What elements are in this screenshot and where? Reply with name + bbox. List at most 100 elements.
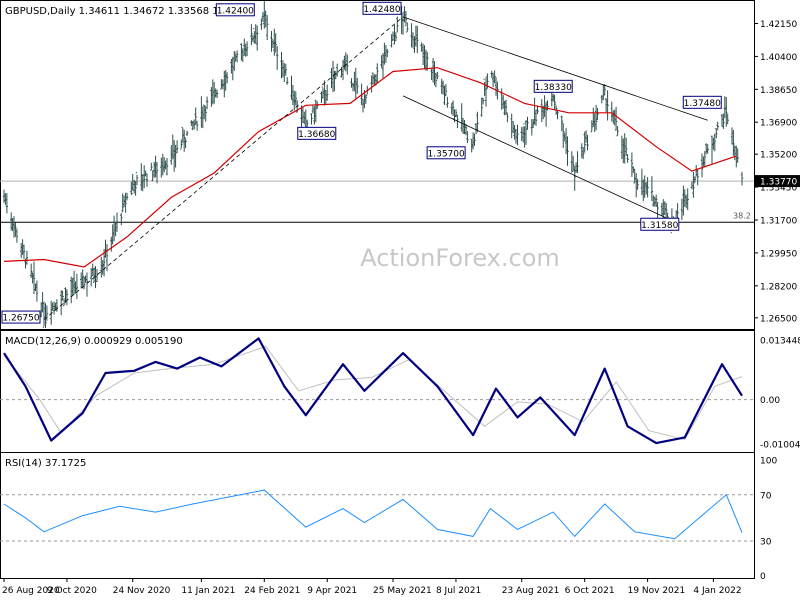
price-bar bbox=[532, 119, 535, 128]
price-tick-label: 1.28200 bbox=[760, 282, 797, 292]
price-bar bbox=[426, 51, 429, 71]
price-bar bbox=[622, 138, 625, 164]
price-bar bbox=[190, 120, 193, 126]
price-chart-title: GBPUSD,Daily 1.34611 1.34672 1.33568 1.3… bbox=[5, 6, 254, 17]
price-bar bbox=[434, 72, 438, 88]
price-bar bbox=[72, 270, 76, 295]
price-bar bbox=[443, 85, 446, 105]
price-bar bbox=[560, 115, 563, 132]
rsi-pane bbox=[0, 452, 755, 579]
price-bar bbox=[504, 99, 508, 115]
price-bar bbox=[5, 193, 9, 214]
price-bar bbox=[480, 97, 483, 117]
price-bar bbox=[35, 280, 39, 302]
price-bar bbox=[256, 25, 259, 51]
price-bar bbox=[51, 302, 54, 311]
price-bar bbox=[165, 158, 169, 176]
price-bar bbox=[490, 70, 493, 78]
price-bar bbox=[245, 41, 249, 57]
price-bar bbox=[580, 143, 583, 159]
price-bar bbox=[471, 132, 475, 150]
price-bar bbox=[592, 107, 595, 127]
price-bar bbox=[120, 212, 123, 226]
macd-tick-label: -0.010047 bbox=[760, 441, 800, 451]
macd-tick-label: 0.013448 bbox=[760, 336, 800, 346]
price-bar bbox=[632, 166, 635, 174]
price-bar bbox=[464, 123, 468, 136]
price-bar bbox=[224, 70, 227, 91]
price-bar bbox=[596, 108, 599, 122]
price-bar bbox=[20, 243, 23, 258]
y-axis-labels: 1.42150 1.40400 1.38650 1.36900 1.35200 1.334… bbox=[754, 20, 800, 582]
price-bar bbox=[22, 244, 26, 259]
price-bar bbox=[590, 120, 593, 133]
price-bar bbox=[150, 162, 153, 171]
price-bar bbox=[705, 143, 708, 155]
price-bar bbox=[90, 267, 93, 287]
price-bar bbox=[264, 10, 267, 28]
x-tick-label: 11 Jan 2021 bbox=[181, 586, 235, 596]
price-bar bbox=[653, 196, 656, 207]
price-bar bbox=[582, 147, 585, 160]
price-bar bbox=[732, 130, 735, 156]
x-tick-label: 6 Oct 2021 bbox=[565, 586, 615, 596]
swing-label: 1.26750 bbox=[2, 314, 39, 324]
price-bar bbox=[175, 140, 179, 154]
price-bar bbox=[294, 91, 297, 106]
price-bar bbox=[85, 272, 89, 297]
price-bar bbox=[32, 261, 36, 294]
price-bar bbox=[396, 16, 399, 33]
price-bar bbox=[685, 194, 688, 209]
price-bar bbox=[260, 18, 263, 30]
price-bar bbox=[145, 173, 149, 187]
price-bar bbox=[706, 144, 709, 154]
price-bar bbox=[524, 120, 528, 145]
price-bar bbox=[686, 188, 689, 211]
price-bar bbox=[25, 250, 29, 265]
price-bar bbox=[151, 170, 154, 182]
price-bar bbox=[241, 48, 244, 62]
price-bar bbox=[55, 299, 59, 312]
price-bar bbox=[286, 77, 289, 85]
price-bar bbox=[642, 179, 645, 202]
price-bar bbox=[183, 129, 186, 152]
price-bar bbox=[62, 298, 66, 307]
price-bar bbox=[115, 212, 119, 232]
price-bar bbox=[410, 23, 413, 48]
price-bar bbox=[354, 67, 357, 99]
price-bar bbox=[104, 239, 107, 258]
price-bar bbox=[65, 289, 69, 306]
macd-line bbox=[3, 337, 743, 445]
price-bar bbox=[173, 140, 176, 172]
price-bar bbox=[550, 91, 553, 107]
price-bar bbox=[135, 172, 139, 186]
price-bar bbox=[200, 96, 203, 128]
price-bar bbox=[244, 43, 247, 57]
price-bar bbox=[584, 130, 588, 143]
price-bar bbox=[14, 222, 17, 237]
price-bar bbox=[391, 31, 395, 41]
channel-lower-line bbox=[402, 95, 675, 223]
dashed-trendline bbox=[43, 16, 404, 321]
price-bar bbox=[164, 160, 167, 170]
price-bar bbox=[606, 90, 609, 121]
price-bar bbox=[101, 260, 104, 275]
price-bar bbox=[730, 127, 734, 145]
price-bar bbox=[344, 52, 347, 72]
price-bar bbox=[163, 157, 166, 173]
price-bar bbox=[473, 133, 476, 146]
price-bar bbox=[614, 106, 618, 131]
price-bar bbox=[460, 103, 463, 132]
price-layer: 38.2 1.26750 1.42400 1.36680 1.42480 1.35700 1… bbox=[0, 1, 754, 329]
price-bar bbox=[536, 105, 539, 115]
price-bar bbox=[110, 236, 113, 252]
rsi-tick-label: 70 bbox=[760, 491, 772, 501]
price-bar bbox=[160, 157, 163, 178]
price-bar bbox=[205, 96, 209, 109]
price-bar bbox=[231, 56, 234, 81]
price-bar bbox=[494, 77, 498, 96]
price-bar bbox=[683, 189, 686, 207]
macd-layer bbox=[0, 337, 754, 445]
